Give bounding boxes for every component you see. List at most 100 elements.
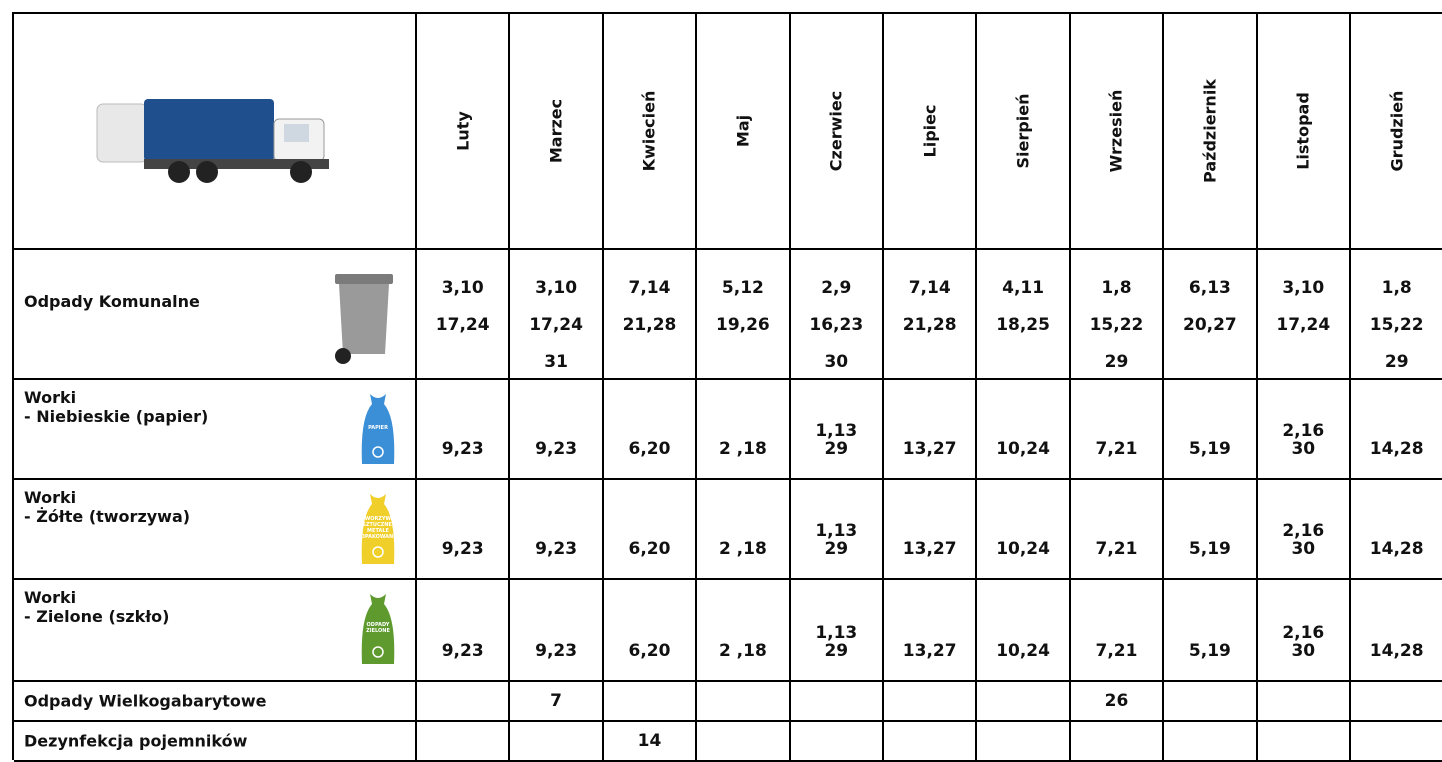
month-label: Sierpień <box>1014 94 1033 169</box>
date-values: 6,20 <box>604 540 695 558</box>
date-value: 7,14 <box>604 270 695 307</box>
date-value: 6,20 <box>604 540 695 558</box>
date-values: 2 ,18 <box>697 642 788 660</box>
date-cell: 5,19 <box>1164 580 1257 682</box>
date-cell: 14,28 <box>1351 380 1442 480</box>
date-value: 5,12 <box>697 270 788 307</box>
date-cell <box>977 682 1070 722</box>
date-values: 5,19 <box>1164 642 1255 660</box>
date-value: 10,24 <box>977 440 1068 458</box>
date-values: 9,23 <box>510 642 601 660</box>
date-value: 7,21 <box>1071 642 1162 660</box>
date-value: 9,23 <box>510 642 601 660</box>
row-label-line: - Niebieskie (papier) <box>24 407 208 426</box>
date-cell: 5,19 <box>1164 480 1257 580</box>
row-label-cell: Odpady Wielkogabarytowe <box>14 682 417 722</box>
date-values: 9,23 <box>417 642 508 660</box>
month-label: Listopad <box>1294 92 1313 170</box>
date-cell: 9,23 <box>510 480 603 580</box>
date-value: 6,20 <box>604 642 695 660</box>
month-header-cell: Marzec <box>510 14 603 250</box>
date-value: 20,27 <box>1164 307 1255 344</box>
date-value: 2,9 <box>791 270 882 307</box>
date-value: 30 <box>1258 540 1349 558</box>
date-values: 9,23 <box>510 440 601 458</box>
bag-icon: ODPADYZIELONE <box>356 588 400 672</box>
date-value: 29 <box>791 440 882 458</box>
date-value: 7 <box>510 691 601 711</box>
date-values: 7 <box>510 691 601 711</box>
month-label: Lipiec <box>920 105 939 158</box>
date-value: 10,24 <box>977 642 1068 660</box>
row-label-line: Worki <box>24 488 190 507</box>
date-value: 3,10 <box>510 270 601 307</box>
date-value: 15,22 <box>1071 307 1162 344</box>
date-value: 5,19 <box>1164 440 1255 458</box>
month-label: Maj <box>733 115 752 147</box>
date-cell <box>884 682 977 722</box>
row-label: Odpady Komunalne <box>24 292 200 311</box>
date-value: 13,27 <box>884 642 975 660</box>
date-value: 30 <box>1258 440 1349 458</box>
date-values: 7,21 <box>1071 440 1162 458</box>
date-value: 1,8 <box>1071 270 1162 307</box>
date-values: 9,23 <box>417 440 508 458</box>
row-label: Odpady Wielkogabarytowe <box>24 692 267 711</box>
date-value: 18,25 <box>977 307 1068 344</box>
date-values: 2 ,18 <box>697 540 788 558</box>
date-values: 14,28 <box>1351 642 1442 660</box>
date-cell <box>1258 722 1351 762</box>
date-value: 30 <box>1258 642 1349 660</box>
date-value: 9,23 <box>417 642 508 660</box>
date-value: 3,10 <box>417 270 508 307</box>
date-value: 14,28 <box>1351 540 1442 558</box>
date-cell <box>884 722 977 762</box>
date-cell <box>417 722 510 762</box>
date-cell: 14 <box>604 722 697 762</box>
date-values: 5,19 <box>1164 540 1255 558</box>
date-value: 30 <box>791 344 882 381</box>
date-cell <box>977 722 1070 762</box>
date-value: 2 ,18 <box>697 440 788 458</box>
bag-icon-text: PAPIER <box>368 425 388 431</box>
date-value: 1,13 <box>791 422 882 440</box>
month-header-cell: Luty <box>417 14 510 250</box>
date-value: 29 <box>1351 344 1442 381</box>
row-label-line: - Żółte (tworzywa) <box>24 507 190 526</box>
date-value: 6,20 <box>604 440 695 458</box>
row-label-line: Worki <box>24 588 169 607</box>
date-value: 31 <box>510 344 601 381</box>
month-label: Czerwiec <box>827 91 846 171</box>
date-values: 13,27 <box>884 642 975 660</box>
row-label: Worki- Żółte (tworzywa) <box>24 488 190 526</box>
date-cell <box>1071 722 1164 762</box>
date-cell: 9,23 <box>417 380 510 480</box>
date-value: 9,23 <box>417 440 508 458</box>
row-label-line: Dezynfekcja pojemników <box>24 732 247 751</box>
truck-image <box>89 74 349 194</box>
date-values: 14,28 <box>1351 440 1442 458</box>
date-cell: 14,28 <box>1351 580 1442 682</box>
date-cell <box>1351 722 1442 762</box>
date-value: 29 <box>791 642 882 660</box>
date-value: 1,8 <box>1351 270 1442 307</box>
date-cell: 7,21 <box>1071 380 1164 480</box>
date-cell <box>1164 682 1257 722</box>
date-value: 29 <box>791 540 882 558</box>
month-header-cell: Maj <box>697 14 790 250</box>
date-cell: 9,23 <box>417 580 510 682</box>
date-cell <box>1258 682 1351 722</box>
date-cell: 10,24 <box>977 480 1070 580</box>
